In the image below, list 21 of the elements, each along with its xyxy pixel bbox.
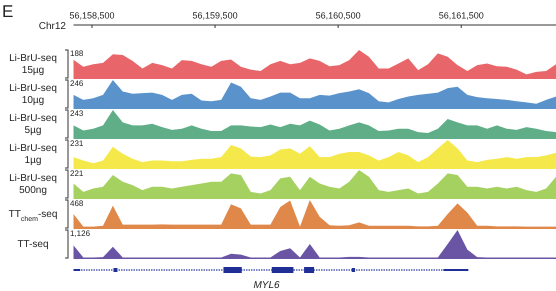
annotation: 188 xyxy=(70,49,84,58)
y-axis-title: Li-BrU-seq 15µg xyxy=(9,53,57,76)
y-axis-title: TT$_{chem}$-seq xyxy=(8,209,58,222)
x-tick-label: 56,158,500 xyxy=(69,10,114,20)
annotation: 243 xyxy=(70,109,84,118)
y-axis-title: TT-seq xyxy=(17,239,49,250)
x-axis-title: Chr12 xyxy=(38,21,66,32)
y-axis-title: Li-BrU-seq 1µg xyxy=(9,143,57,166)
y-axis-title: Li-BrU-seq 5µg xyxy=(9,113,57,136)
annotation: 1,126 xyxy=(70,229,91,238)
x-tick-label: 56,159,500 xyxy=(192,10,238,20)
y-axis-title: Li-BrU-seq 10µg xyxy=(9,83,57,106)
y-axis-title: Li-BrU-seq 500ng xyxy=(9,173,57,196)
annotation: 231 xyxy=(70,139,84,148)
x-tick-label: 56,161,500 xyxy=(438,10,484,20)
text: E xyxy=(2,2,14,21)
annotation: 221 xyxy=(70,169,84,178)
annotation: 246 xyxy=(70,79,84,88)
x-tick-label: 56,160,500 xyxy=(316,10,361,20)
text: MYL6 xyxy=(253,280,280,291)
annotation: 468 xyxy=(70,199,84,208)
